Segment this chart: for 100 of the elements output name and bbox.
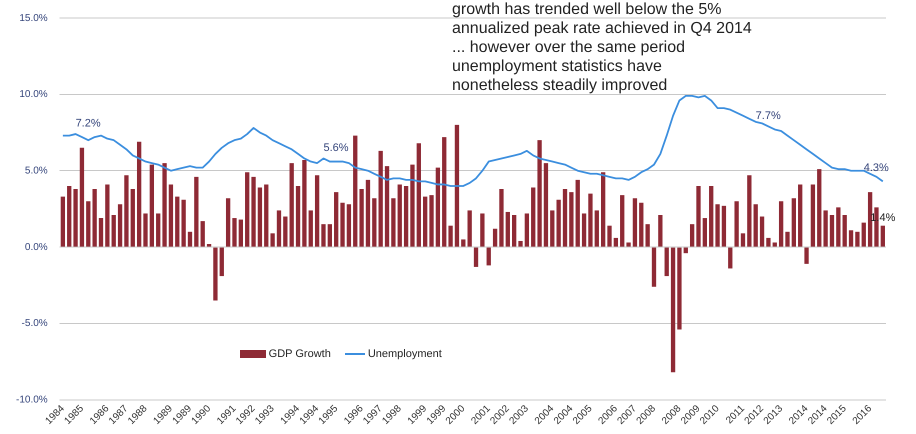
bar [391,198,396,247]
bar [404,186,408,247]
y-tick-label: -5.0% [22,318,48,330]
bar [206,244,212,247]
bar [98,218,104,247]
bar [868,192,872,247]
data-label: 7.2% [76,118,101,130]
bar [740,233,746,247]
bar [836,207,840,247]
bar [747,175,752,247]
bar [245,172,250,247]
bar [486,248,491,266]
bar [346,204,352,247]
bar [588,194,593,247]
bar [213,248,218,301]
bar [283,216,288,247]
bar [728,248,732,268]
bar [690,224,694,247]
bar [550,210,554,247]
bar [296,186,300,247]
bar [468,210,472,247]
bar [855,232,860,247]
bar [442,137,446,247]
bar [499,189,504,247]
bar [785,232,790,247]
bar [607,226,612,247]
data-label: 7.7% [756,110,781,122]
bar [754,204,758,247]
bar [544,163,548,247]
bar [734,201,739,247]
bar [290,163,294,247]
bar [830,215,834,247]
bar [569,192,574,247]
bar [378,150,383,247]
y-tick-label: 0.0% [24,242,48,253]
bar [658,215,663,247]
bar [321,224,326,247]
bar [492,228,498,247]
bar [652,248,656,287]
bar [251,176,256,247]
bar [792,198,796,247]
bar [200,221,205,247]
bar [677,248,682,330]
bar [73,189,78,247]
bar [112,215,116,247]
bar [772,242,777,247]
bar [156,213,160,247]
bar [645,224,650,247]
bar [416,143,421,247]
bar [537,140,542,247]
bar [474,248,478,267]
bar [181,200,186,247]
bar [696,186,701,247]
bar [92,189,97,247]
bar [848,230,854,247]
bar [188,232,192,247]
bar [436,168,440,247]
bar [531,188,536,247]
bar [238,220,243,247]
legend-label: Unemployment [368,348,442,360]
y-tick-label: 5.0% [24,165,48,176]
bar [594,210,599,247]
bar [194,176,199,247]
bar [60,196,66,247]
bar [798,184,802,247]
bar [423,196,428,247]
annotation: growth has trended well below the 5% annualized peak rate achieved in Q4 2014 ... however over the same period unemployment statistics have nonetheless steadily improved [452,0,752,95]
bar [258,188,262,247]
bar [506,212,510,247]
bar [722,206,726,247]
bar [67,186,72,247]
bar [314,175,320,247]
bar [862,222,866,247]
bar [842,215,847,247]
bar [810,184,816,247]
bar [576,180,580,247]
bar [512,215,516,247]
bar [143,213,148,247]
bar [302,160,307,247]
bar [366,180,370,247]
bar [220,248,224,276]
bar [709,186,714,247]
bar [175,196,180,247]
bar [328,224,332,247]
bar [664,248,669,276]
bar [105,184,110,247]
bar [582,213,586,247]
bar [340,202,345,247]
bar [270,233,275,247]
bar [80,148,84,247]
bar [226,198,230,247]
bar [880,226,885,247]
bar [626,242,631,247]
bar [308,210,313,247]
bar [778,201,784,247]
bar [118,204,122,247]
bar [359,189,364,247]
bar [398,184,402,247]
bar [384,166,390,247]
bar [264,184,268,247]
